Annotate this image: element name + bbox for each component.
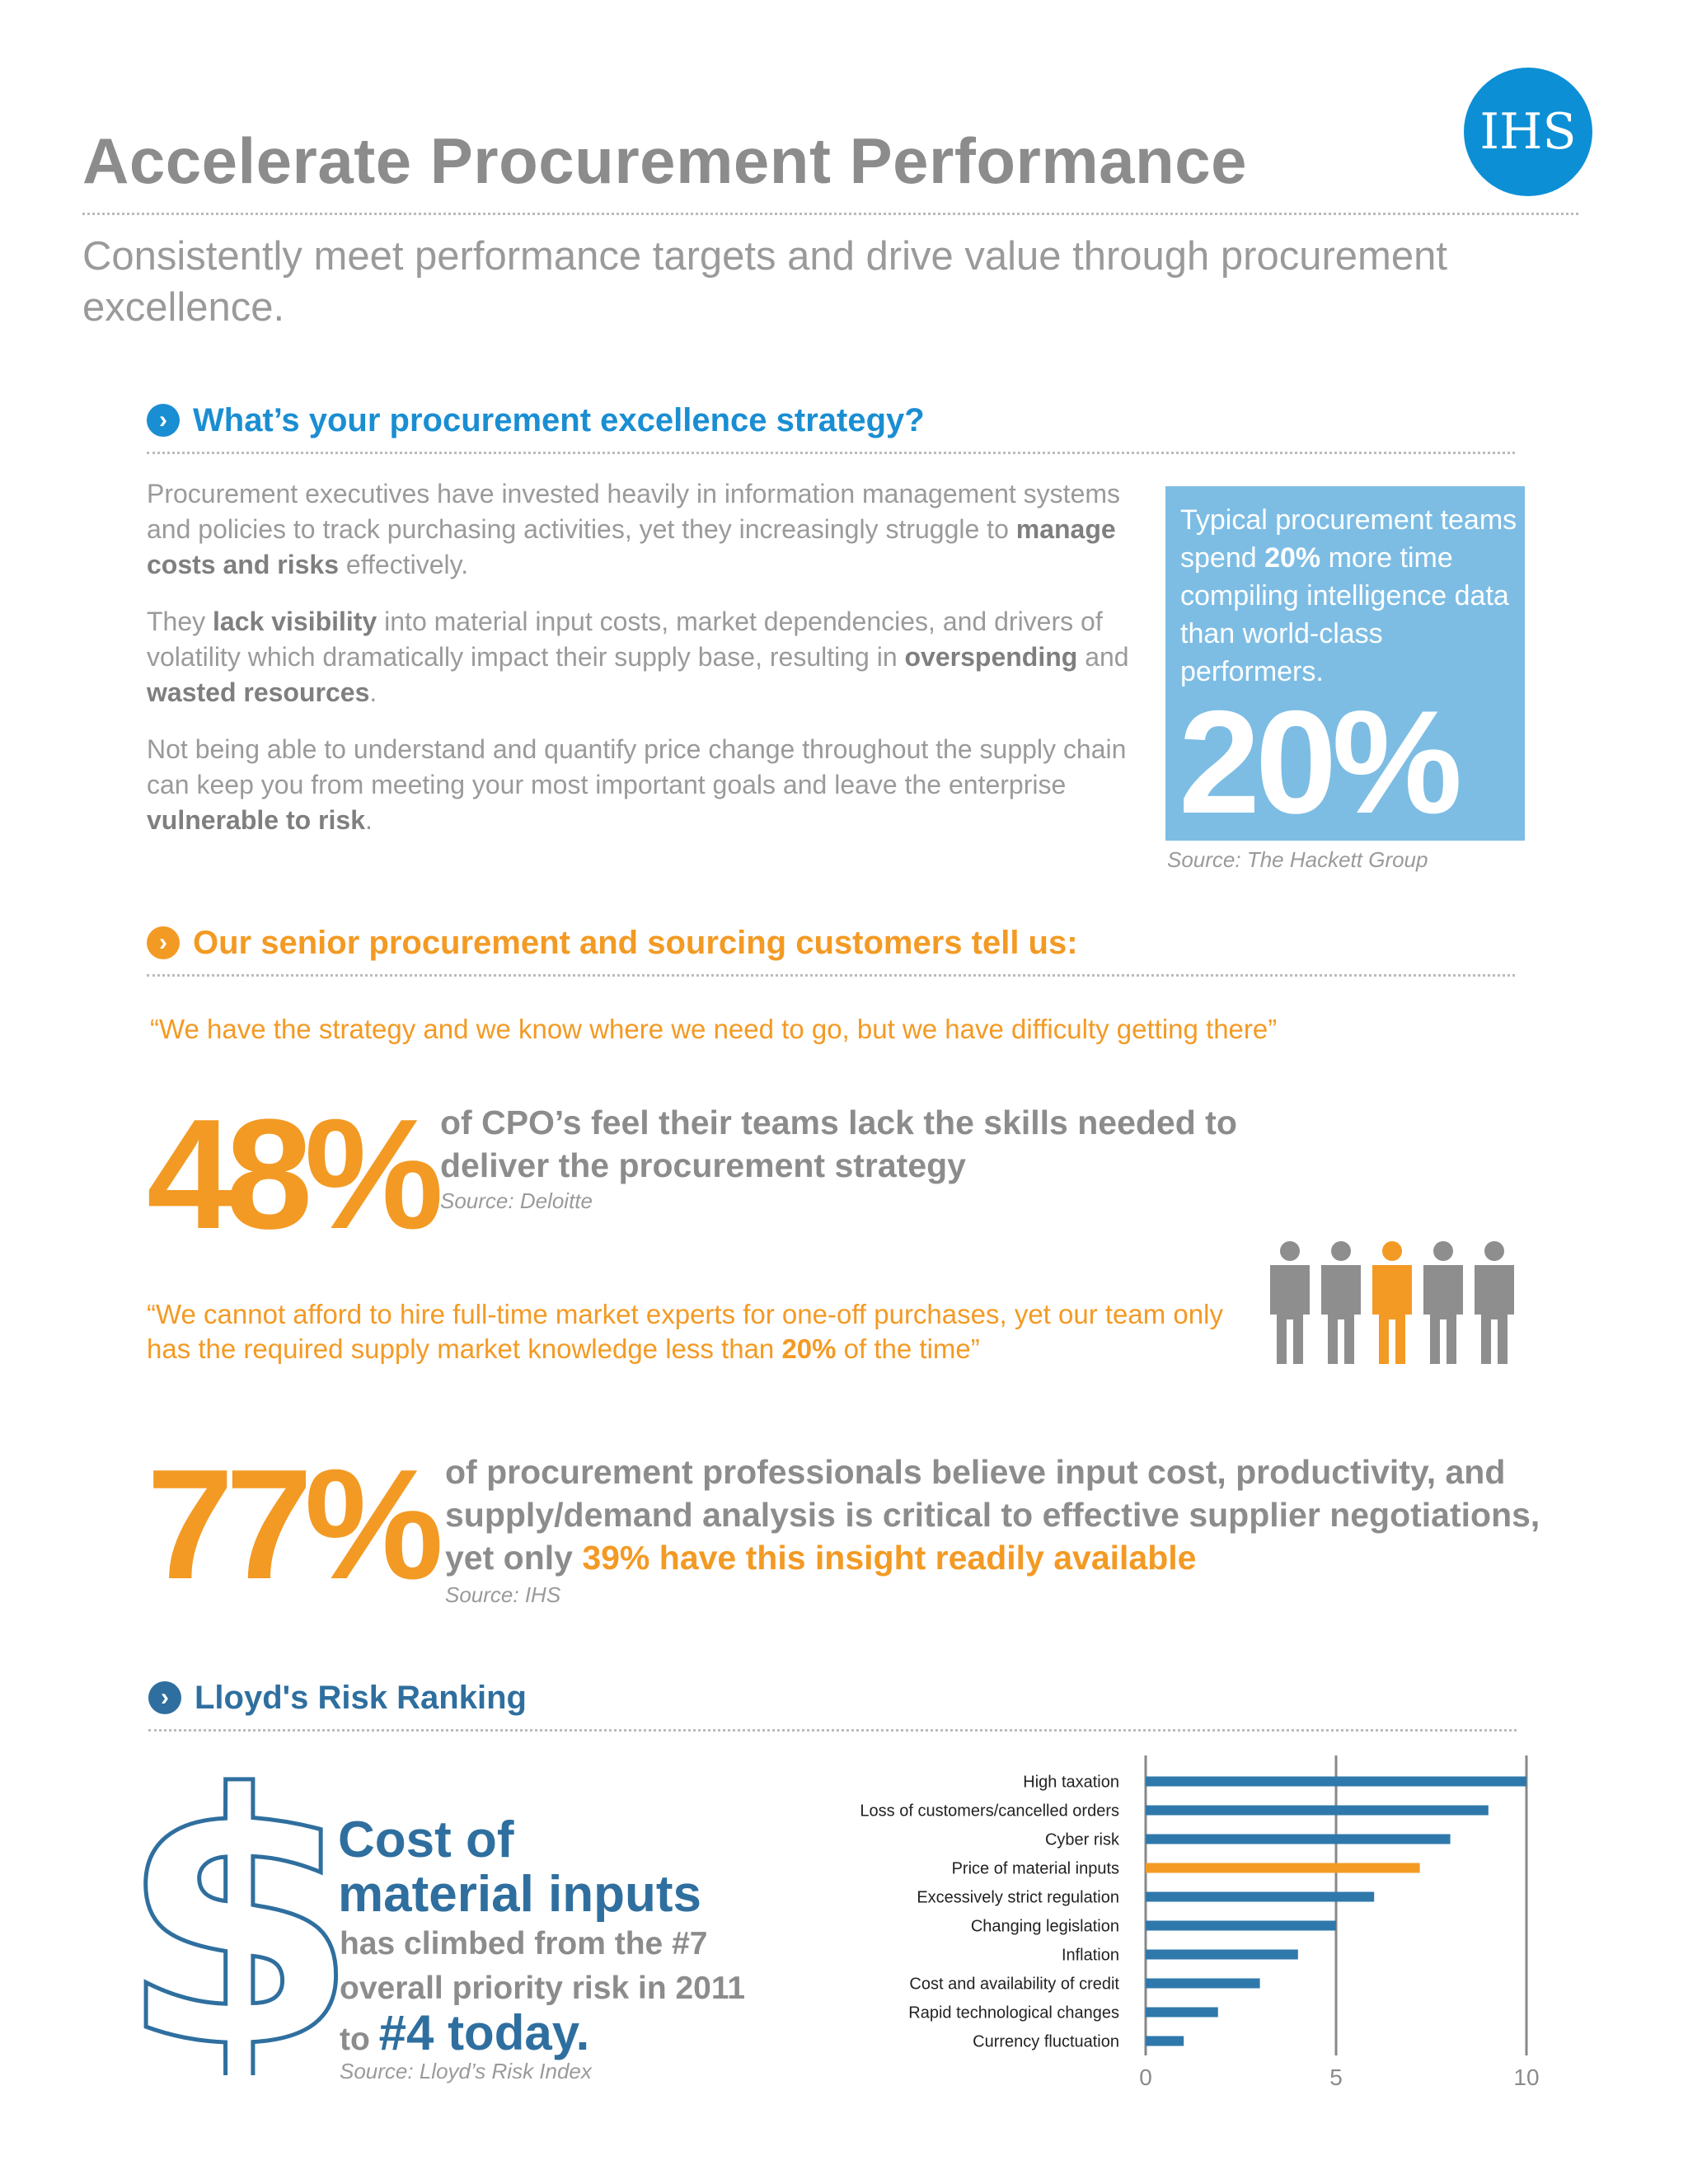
- stat-77-source: Source: IHS: [445, 1582, 561, 1607]
- page-subtitle: Consistently meet performance targets an…: [82, 234, 1447, 330]
- lloyds-divider: [148, 1729, 1517, 1732]
- chart-x-tick-label: 0: [1139, 2064, 1152, 2090]
- customers-divider: [147, 974, 1515, 977]
- person-icon-highlighted: [1372, 1241, 1412, 1364]
- chart-bar-highlighted: [1146, 1863, 1420, 1873]
- strategy-paragraph-3: Not being able to understand and quantif…: [147, 734, 1127, 835]
- ihs-logo: IHS: [1464, 68, 1592, 196]
- person-icon: [1423, 1241, 1463, 1364]
- callout-source: Source: The Hackett Group: [1167, 847, 1428, 872]
- chart-category-label: Cyber risk: [1045, 1831, 1120, 1849]
- strategy-paragraph-1: Procurement executives have invested hea…: [147, 479, 1121, 579]
- page-title: Accelerate Procurement Performance: [82, 124, 1247, 197]
- risk-ranking-chart: 0 5 10 High taxation Loss of customers/cance…: [860, 1755, 1540, 2090]
- chart-category-label: Price of material inputs: [952, 1860, 1119, 1878]
- lloyds-big-text: Cost of material inputs: [338, 1811, 701, 1923]
- lloyds-heading-text: Lloyd's Risk Ranking: [195, 1680, 527, 1716]
- chart-category-label: Currency fluctuation: [973, 2033, 1119, 2051]
- stat-48-source: Source: Deloitte: [440, 1188, 593, 1213]
- dollar-icon: $: [116, 1720, 361, 2127]
- chart-bar: [1146, 2007, 1218, 2018]
- customers-heading-text: Our senior procurement and sourcing cust…: [193, 925, 1078, 961]
- stat-77-text: of procurement professionals believe inp…: [445, 1453, 1540, 1577]
- chevron-right-icon: ›: [147, 404, 180, 437]
- strategy-paragraph-2: They lack visibility into material input…: [147, 607, 1129, 707]
- chart-category-label: Changing legislation: [971, 1918, 1119, 1936]
- chart-bar: [1146, 1920, 1336, 1931]
- svg-text:$: $: [132, 1770, 346, 2075]
- chart-bar: [1146, 2036, 1184, 2046]
- chart-bar: [1146, 1949, 1298, 1960]
- callout-big-number: 20%: [1179, 680, 1462, 844]
- chevron-right-icon: ›: [147, 926, 180, 959]
- chart-category-label: High taxation: [1023, 1774, 1119, 1792]
- chart-x-tick-label: 5: [1329, 2064, 1343, 2090]
- customer-quote-1: “We have the strategy and we know where …: [150, 1014, 1278, 1044]
- strategy-heading-text: What’s your procurement excellence strat…: [193, 402, 925, 438]
- chart-category-label: Rapid technological changes: [908, 2004, 1119, 2022]
- chart-x-tick-label: 10: [1513, 2064, 1539, 2090]
- people-icon-group: [1265, 1240, 1529, 1364]
- title-divider: [82, 213, 1578, 215]
- chart-bar: [1146, 1805, 1489, 1816]
- chart-bar: [1146, 1891, 1375, 1902]
- stat-48-text: of CPO’s feel their teams lack the skill…: [440, 1104, 1237, 1184]
- chart-bar: [1146, 1776, 1526, 1787]
- lloyds-heading: › Lloyd's Risk Ranking: [148, 1680, 527, 1717]
- lloyds-sub-text: has climbed from the #7 overall priority…: [340, 1926, 746, 2060]
- person-icon: [1475, 1241, 1514, 1364]
- person-icon: [1270, 1241, 1310, 1364]
- customer-quote-2: “We cannot afford to hire full-time mark…: [147, 1299, 1223, 1364]
- chevron-right-icon: ›: [148, 1681, 181, 1714]
- callout-text: Typical procurement teams spend 20% more…: [1180, 504, 1517, 687]
- strategy-body: Procurement executives have invested hea…: [147, 476, 1144, 860]
- lloyds-source: Source: Lloyd’s Risk Index: [340, 2059, 592, 2083]
- chart-category-label: Loss of customers/cancelled orders: [860, 1802, 1119, 1821]
- stat-77-percent: 77%: [147, 1437, 443, 1612]
- hackett-callout: Typical procurement teams spend 20% more…: [1165, 486, 1525, 841]
- chart-bar: [1146, 1834, 1451, 1844]
- strategy-divider: [147, 452, 1515, 454]
- strategy-heading: › What’s your procurement excellence stra…: [147, 402, 925, 439]
- chart-bar: [1146, 1978, 1260, 1989]
- chart-category-label: Cost and availability of credit: [909, 1975, 1119, 1994]
- chart-category-label: Inflation: [1062, 1947, 1119, 1965]
- person-icon: [1321, 1241, 1361, 1364]
- stat-48-percent: 48%: [147, 1087, 443, 1262]
- customers-heading: › Our senior procurement and sourcing cus…: [147, 925, 1078, 962]
- chart-category-label: Excessively strict regulation: [917, 1889, 1119, 1907]
